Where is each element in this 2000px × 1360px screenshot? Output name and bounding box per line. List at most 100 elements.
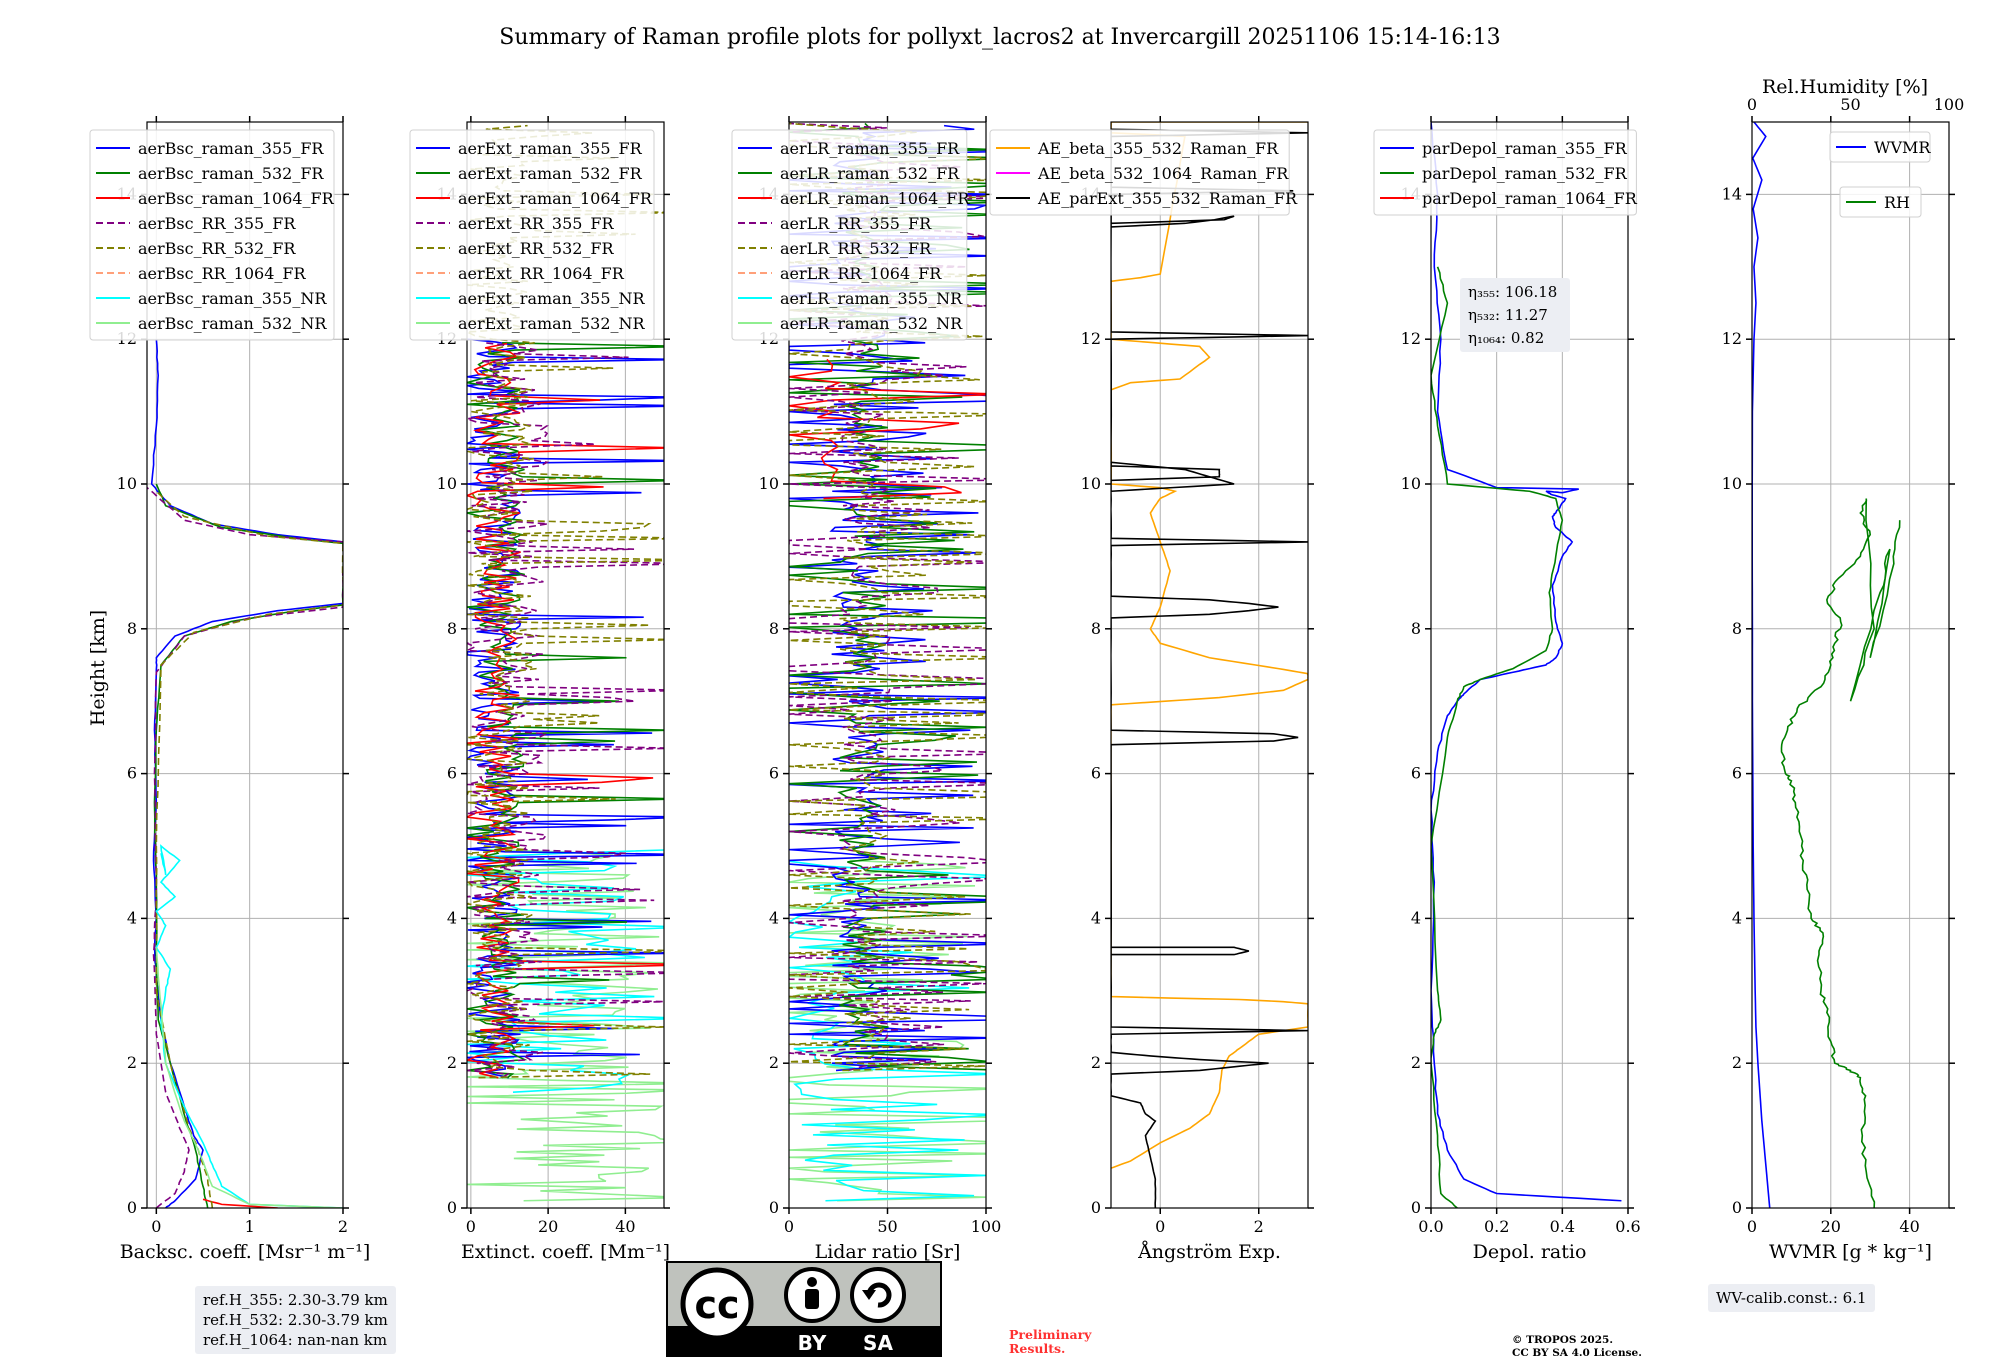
y-tick-label: 6 xyxy=(447,764,457,783)
sa-share-icon xyxy=(850,1267,906,1323)
ref-height-355: ref.H_355: 2.30-3.79 km xyxy=(203,1291,388,1309)
plot-area-depol xyxy=(1431,122,1622,1208)
y-tick-label: 0 xyxy=(1732,1198,1742,1217)
legend-box xyxy=(731,129,968,341)
plot-area-ae xyxy=(1111,122,1308,1208)
figure-title: Summary of Raman profile plots for polly… xyxy=(499,25,1500,50)
series-parDepol_raman_532_FR xyxy=(1431,266,1564,1208)
sa-label: SA xyxy=(863,1331,893,1355)
y-tick-label: 2 xyxy=(447,1053,457,1072)
axes-frame xyxy=(146,121,344,1209)
legend-label: aerExt_raman_355_NR xyxy=(458,289,646,308)
y-tick-label: 4 xyxy=(1091,908,1101,927)
panel-ae: 0202468101214Ångström Exp.AE_beta_355_53… xyxy=(989,116,1314,1263)
legend-label: RH xyxy=(1884,193,1910,212)
axes-frame xyxy=(1430,121,1629,1209)
legend-label: aerBsc_raman_355_NR xyxy=(138,289,327,308)
x-tick-label: 0 xyxy=(1747,1217,1757,1236)
series-aerExt_raman_355_FR xyxy=(467,338,664,1079)
legend-box xyxy=(1373,129,1637,216)
legend-label: aerLR_raman_1064_FR xyxy=(780,189,970,208)
x-tick-label: 40 xyxy=(615,1217,635,1236)
y-tick-label: 8 xyxy=(127,619,137,638)
y-tick-label: 10 xyxy=(117,474,137,493)
legend-box xyxy=(989,129,1290,216)
y-tick-label: 10 xyxy=(437,474,457,493)
legend-label: aerBsc_RR_355_FR xyxy=(138,214,296,233)
legend-label: aerExt_raman_1064_FR xyxy=(458,189,653,208)
series-AE_parExt_355_532_Raman_FR xyxy=(1111,128,1308,1208)
x-tick-label: 2 xyxy=(1254,1217,1264,1236)
eta-annotation: η₅₃₂: 11.27 xyxy=(1468,306,1548,324)
y-tick-label: 4 xyxy=(447,908,457,927)
panel-lr: 05010002468101214Lidar ratio [Sr]aerLR_r… xyxy=(731,116,1002,1263)
y-tick-label: 8 xyxy=(1411,619,1421,638)
y-tick-label: 0 xyxy=(447,1198,457,1217)
x-tick-label: 1 xyxy=(245,1217,255,1236)
top-x-tick-label: 100 xyxy=(1934,95,1965,114)
y-tick-label: 8 xyxy=(769,619,779,638)
legend-box xyxy=(1839,186,1922,218)
y-tick-label: 10 xyxy=(1081,474,1101,493)
cc-text: cc xyxy=(694,1283,739,1327)
legend-label: aerExt_raman_532_FR xyxy=(458,164,643,183)
legend-label: aerExt_raman_355_FR xyxy=(458,139,643,158)
y-tick-label: 6 xyxy=(127,764,137,783)
legend-label: parDepol_raman_532_FR xyxy=(1422,164,1628,183)
y-tick-label: 2 xyxy=(127,1053,137,1072)
panel-ext: 0204002468101214Extinct. coeff. [Mm⁻¹]ae… xyxy=(409,116,670,1263)
legend-label: AE_beta_532_1064_Raman_FR xyxy=(1037,164,1289,183)
x-tick-label: 2 xyxy=(338,1217,348,1236)
axes-frame xyxy=(1751,121,1950,1209)
panel-depol: 0.00.20.40.602468101214Depol. ratioparDe… xyxy=(1373,116,1641,1263)
top-x-tick-label: 0 xyxy=(1747,95,1757,114)
legend-box xyxy=(1829,131,1931,163)
legend-label: parDepol_raman_1064_FR xyxy=(1422,189,1638,208)
legend-box xyxy=(89,129,335,341)
y-tick-label: 8 xyxy=(1732,619,1742,638)
cc-license-badge: cc BY SA xyxy=(666,1261,942,1357)
y-tick-label: 2 xyxy=(1411,1053,1421,1072)
y-tick-label: 12 xyxy=(1081,329,1101,348)
y-tick-label: 14 xyxy=(1722,184,1742,203)
legend-label: aerLR_RR_1064_FR xyxy=(780,264,942,283)
series-aerBsc_raman_1064_FR xyxy=(202,1198,278,1208)
legend-label: aerLR_raman_355_FR xyxy=(780,139,960,158)
x-tick-label: 20 xyxy=(1821,1217,1841,1236)
wv-calibration-box: WV-calib.const.: 6.1 xyxy=(1708,1284,1875,1312)
series-aerBsc_RR_355_FR xyxy=(147,487,343,1208)
series-aerBsc_raman_355_NR xyxy=(155,844,343,1208)
y-tick-label: 4 xyxy=(127,908,137,927)
legend-label: aerExt_raman_532_NR xyxy=(458,314,646,333)
x-axis-label: Extinct. coeff. [Mm⁻¹] xyxy=(461,1241,670,1263)
copyright-note: © TROPOS 2025. CC BY SA 4.0 License. xyxy=(1512,1334,1642,1359)
legend-label: aerBsc_raman_532_NR xyxy=(138,314,327,333)
x-tick-label: 100 xyxy=(971,1217,1002,1236)
plot-area-bsc xyxy=(147,339,343,1208)
y-tick-label: 6 xyxy=(1091,764,1101,783)
reference-height-box: ref.H_355: 2.30-3.79 km ref.H_532: 2.30-… xyxy=(195,1286,396,1354)
panel-wv: 0 20 40 0 2 4 6 8 10 12 14 WVMR [g * kg⁻¹] 0 50 100 WVM… xyxy=(1722,95,1965,1263)
legend-label: aerExt_RR_355_FR xyxy=(458,214,615,233)
top-x-axis-label: Rel.Humidity [%] xyxy=(1762,76,1928,98)
x-tick-label: 0 xyxy=(784,1217,794,1236)
axes-frame xyxy=(1110,121,1309,1209)
y-tick-label: 4 xyxy=(769,908,779,927)
series-WVMR xyxy=(1752,122,1771,1208)
legend-label: aerLR_raman_532_FR xyxy=(780,164,960,183)
y-tick-label: 0 xyxy=(1411,1198,1421,1217)
y-tick-label: 8 xyxy=(1091,619,1101,638)
x-axis-label: Backsc. coeff. [Msr⁻¹ m⁻¹] xyxy=(120,1241,371,1263)
x-axis-label: Ångström Exp. xyxy=(1137,1241,1281,1263)
legend-label: parDepol_raman_355_FR xyxy=(1422,139,1628,158)
x-tick-label: 0.0 xyxy=(1418,1217,1443,1236)
x-axis-label: Lidar ratio [Sr] xyxy=(815,1241,961,1263)
y-tick-label: 6 xyxy=(1732,764,1742,783)
x-tick-label: 50 xyxy=(877,1217,897,1236)
y-tick-label: 12 xyxy=(1401,329,1421,348)
x-tick-label: 0.4 xyxy=(1550,1217,1575,1236)
y-tick-label: 8 xyxy=(447,619,457,638)
series-aerLR_raman_1064_FR xyxy=(789,358,986,500)
x-tick-label: 40 xyxy=(1899,1217,1919,1236)
x-tick-label: 0 xyxy=(466,1217,476,1236)
